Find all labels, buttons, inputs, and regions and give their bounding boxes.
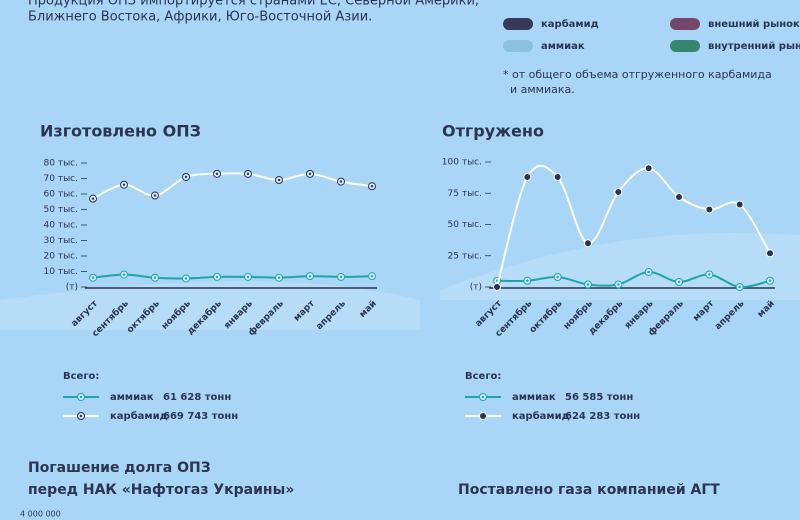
totals-value: 624 283 тонн [565,411,640,422]
legend-label: внутренний рынок [708,41,800,52]
chart-title: Изготовлено ОПЗ [40,122,201,141]
debt-title: Погашение долга ОПЗ [28,460,211,476]
point-dot [526,279,529,282]
point-dot [122,183,126,186]
totals-name: карбамид [110,410,168,422]
y-tick-label: 25 тыс. [448,251,482,261]
point-dot [586,242,590,245]
point-dot [91,276,95,279]
point-dot [556,275,559,279]
legend-note: и аммиака. [510,83,575,96]
x-tick-label: август [474,298,505,329]
point-dot [708,273,711,276]
y-tick-label: 10 тыс. [44,267,78,277]
intro-text: Ближнего Востока, Африки, Юго-Восточной … [28,10,372,25]
background-wave [440,233,800,300]
y-tick-label: (т) [66,283,78,293]
totals-value: 56 585 тонн [565,392,633,403]
point-dot [768,279,772,282]
point-dot [768,252,772,255]
point-dot [277,178,281,182]
point-dot [308,274,312,278]
legend-swatch [670,40,700,52]
point-dot [277,276,281,279]
y-tick-label: 50 тыс. [44,205,78,215]
point-dot [556,175,559,179]
point-dot [339,180,343,183]
y-tick-label: 20 тыс. [44,252,78,262]
totals-dot [79,414,83,418]
gas-title: Поставлено газа компанией АГТ [458,482,720,498]
y-tick-label: (т) [470,283,482,293]
y-tick-label: 60 тыс. [44,190,78,200]
point-dot [708,208,711,211]
legend-label: аммиак [541,41,585,52]
legend-swatch [503,40,533,52]
y-tick-label: 100 тыс. [442,158,482,168]
legend-label: внешний рынок [708,19,800,30]
y-tick-label: 75 тыс. [448,189,482,199]
point-dot [586,283,590,286]
legend-label: карбамид [541,18,599,30]
legend-swatch [670,18,700,30]
y-tick-label: 70 тыс. [44,174,78,184]
point-dot [647,270,650,274]
totals-dot [481,395,485,399]
legend-note: * от общего объема отгруженного карбамид… [503,68,772,81]
point-dot [647,167,650,170]
point-dot [677,195,681,199]
totals-name: карбамид [512,410,570,422]
background-wave [0,281,420,330]
line [496,164,771,288]
x-tick-label: март [691,298,716,323]
x-tick-label: май [756,299,777,320]
point-dot [738,285,741,289]
line [92,273,373,280]
point-dot [370,274,374,278]
point-dot [184,277,188,280]
legend-swatch [503,18,533,30]
debt-tick-label: 4 000 000 [20,510,61,519]
totals-label: Всего: [63,371,99,382]
point-dot [617,283,620,286]
line [92,172,373,200]
point-dot [153,194,157,197]
point-dot [526,175,529,179]
debt-title: перед НАК «Нафтогаз Украины» [28,482,294,498]
point-dot [246,172,250,176]
y-tick-label: 80 тыс. [44,159,78,169]
point-dot [215,172,219,176]
point-dot [738,203,741,206]
totals-name: аммиак [110,392,154,403]
point-dot [91,197,95,200]
point-dot [215,275,219,279]
totals-name: аммиак [512,392,556,403]
point-dot [308,172,312,176]
totals-dot [481,414,485,418]
point-dot [153,276,157,279]
point-dot [122,273,126,276]
totals-label: Всего: [465,371,501,382]
x-tick-label: апрель [713,299,747,333]
chart-title: Отгружено [442,122,544,141]
line [496,270,771,289]
totals-value: 669 743 тонн [163,411,238,422]
x-tick-label: октябрь [527,298,564,335]
point-dot [617,190,620,194]
point-dot [370,185,374,188]
y-tick-label: 30 тыс. [44,236,78,246]
point-dot [246,275,250,279]
point-dot [184,175,188,179]
intro-text: Продукция ОПЗ импортируется странами ЕС,… [28,0,479,9]
point-dot [339,275,343,279]
totals-value: 61 628 тонн [163,392,231,403]
y-tick-label: 50 тыс. [448,220,482,230]
totals-dot [79,395,83,399]
y-tick-label: 40 тыс. [44,221,78,231]
point-dot [677,280,681,284]
point-dot [495,285,499,289]
